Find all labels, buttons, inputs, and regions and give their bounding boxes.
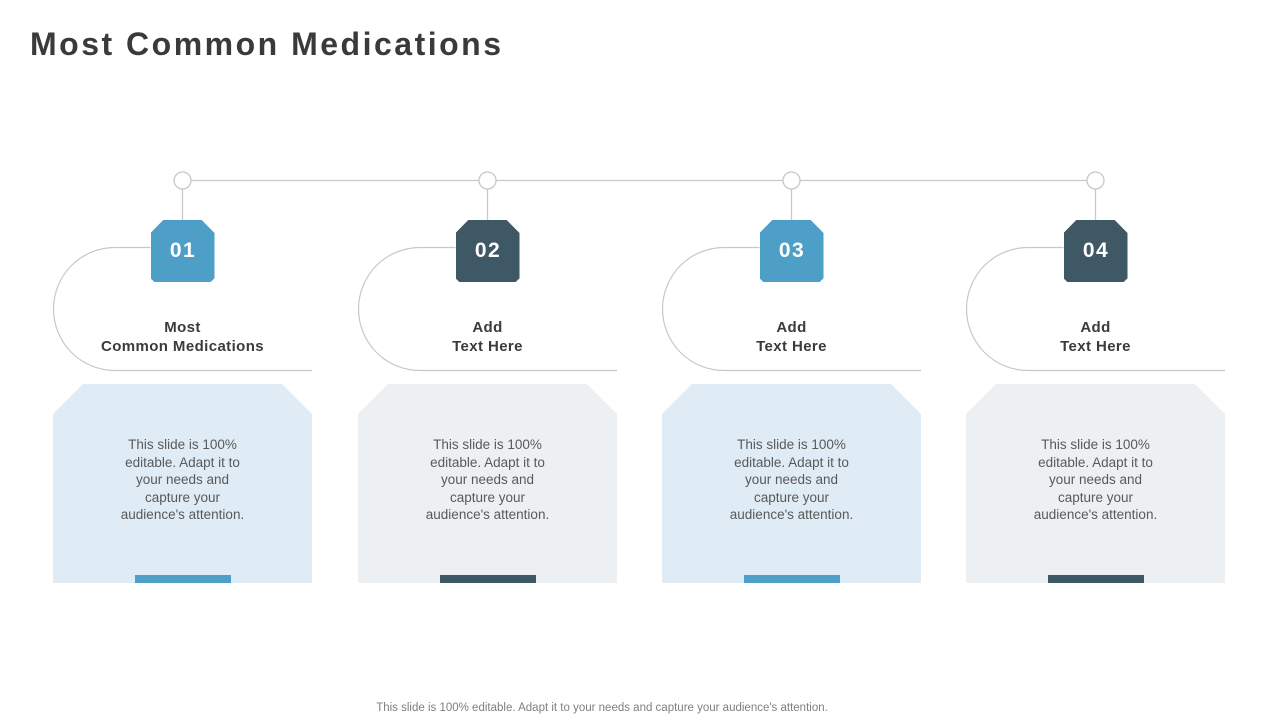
description-card: This slide is 100% editable. Adapt it to… (662, 384, 921, 583)
step-number: 04 (1082, 239, 1110, 262)
description-line: editable. Adapt it to (430, 454, 545, 470)
step-number-tag: 03 (759, 220, 824, 282)
card-accent-bar (743, 575, 840, 583)
description-line: your needs and (744, 472, 839, 487)
step-number-tag: 02 (455, 220, 520, 282)
step-number: 03 (778, 239, 806, 262)
timeline-item-3: 03 Add Text Here This slide is 100% edit… (662, 160, 921, 583)
step-label-line: Add (776, 319, 807, 336)
description-line: audience's attention. (729, 507, 854, 522)
label-capsule-outline (965, 246, 1225, 372)
description-line: This slide is 100% (737, 437, 846, 452)
step-label-line: Add (1080, 319, 1111, 336)
description-line: This slide is 100% (1041, 437, 1150, 452)
timeline-node-circle (478, 171, 497, 190)
step-number: 02 (474, 239, 502, 262)
step-label-line: Text Here (452, 338, 523, 355)
description-line: your needs and (440, 472, 535, 487)
description-line: This slide is 100% (128, 437, 237, 452)
description-text: This slide is 100% editable. Adapt it to… (358, 436, 617, 524)
step-label: Add Text Here (662, 318, 921, 356)
step-label: Add Text Here (358, 318, 617, 356)
timeline-node-circle (1086, 171, 1105, 190)
card-accent-bar (1047, 575, 1144, 583)
description-line: audience's attention. (1033, 507, 1158, 522)
step-label-line: Text Here (1060, 338, 1131, 355)
step-label-line: Text Here (756, 338, 827, 355)
description-text: This slide is 100% editable. Adapt it to… (53, 436, 312, 524)
description-line: capture your (1057, 489, 1134, 505)
description-line: This slide is 100% (433, 437, 542, 452)
description-card: This slide is 100% editable. Adapt it to… (358, 384, 617, 583)
description-line: audience's attention. (120, 507, 245, 522)
description-line: capture your (144, 489, 221, 505)
description-line: your needs and (135, 472, 230, 487)
description-card: This slide is 100% editable. Adapt it to… (53, 384, 312, 583)
step-number: 01 (169, 239, 197, 262)
description-line: your needs and (1048, 472, 1143, 487)
description-line: capture your (449, 489, 526, 505)
description-text: This slide is 100% editable. Adapt it to… (662, 436, 921, 524)
timeline-node-circle (173, 171, 192, 190)
timeline-item-1: 01 Most Common Medications This slide is… (53, 160, 312, 583)
label-capsule-outline (52, 246, 312, 372)
description-line: capture your (753, 489, 830, 505)
card-accent-bar (134, 575, 231, 583)
description-line: editable. Adapt it to (125, 454, 240, 470)
step-label-line: Add (472, 319, 503, 336)
step-label: Add Text Here (966, 318, 1225, 356)
description-text: This slide is 100% editable. Adapt it to… (966, 436, 1225, 524)
timeline-item-2: 02 Add Text Here This slide is 100% edit… (358, 160, 617, 583)
slide-footer-note: This slide is 100% editable. Adapt it to… (376, 702, 828, 714)
slide-title: Most Common Medications (30, 26, 504, 62)
step-number-tag: 01 (150, 220, 215, 282)
step-label-line: Most (164, 319, 201, 336)
description-line: audience's attention. (425, 507, 550, 522)
description-line: editable. Adapt it to (734, 454, 849, 470)
label-capsule-outline (661, 246, 921, 372)
label-capsule-outline (357, 246, 617, 372)
timeline-item-4: 04 Add Text Here This slide is 100% edit… (966, 160, 1225, 583)
step-label-line: Common Medications (100, 338, 265, 355)
card-accent-bar (439, 575, 536, 583)
step-label: Most Common Medications (53, 318, 312, 356)
timeline-node-circle (782, 171, 801, 190)
description-card: This slide is 100% editable. Adapt it to… (966, 384, 1225, 583)
step-number-tag: 04 (1063, 220, 1128, 282)
description-line: editable. Adapt it to (1038, 454, 1153, 470)
